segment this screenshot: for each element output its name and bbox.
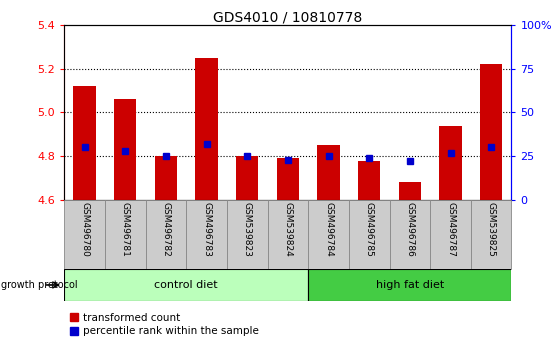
Text: GSM496786: GSM496786 bbox=[405, 202, 414, 257]
Bar bbox=[114, 99, 136, 200]
Bar bbox=[318, 145, 340, 200]
Bar bbox=[227, 200, 268, 269]
Bar bbox=[439, 126, 462, 200]
Bar bbox=[277, 158, 299, 200]
Text: GSM496780: GSM496780 bbox=[80, 202, 89, 257]
Bar bbox=[236, 156, 258, 200]
Bar bbox=[308, 269, 511, 301]
Bar bbox=[105, 200, 145, 269]
Bar bbox=[471, 200, 511, 269]
Bar bbox=[64, 200, 105, 269]
Text: control diet: control diet bbox=[154, 280, 218, 290]
Text: GSM496784: GSM496784 bbox=[324, 202, 333, 257]
Bar bbox=[145, 200, 186, 269]
Bar bbox=[399, 183, 421, 200]
Bar bbox=[430, 200, 471, 269]
Text: GSM539825: GSM539825 bbox=[487, 202, 496, 257]
Bar bbox=[308, 200, 349, 269]
Bar bbox=[480, 64, 503, 200]
Bar bbox=[268, 200, 308, 269]
Bar bbox=[64, 269, 308, 301]
Bar bbox=[196, 58, 218, 200]
Bar bbox=[73, 86, 96, 200]
Bar bbox=[358, 161, 380, 200]
Bar bbox=[155, 156, 177, 200]
Text: GSM496785: GSM496785 bbox=[364, 202, 374, 257]
Text: GDS4010 / 10810778: GDS4010 / 10810778 bbox=[214, 11, 362, 25]
Legend: transformed count, percentile rank within the sample: transformed count, percentile rank withi… bbox=[69, 313, 259, 336]
Text: GSM539823: GSM539823 bbox=[243, 202, 252, 257]
Text: growth protocol: growth protocol bbox=[1, 280, 78, 290]
Text: GSM496783: GSM496783 bbox=[202, 202, 211, 257]
Text: GSM496787: GSM496787 bbox=[446, 202, 455, 257]
Text: GSM539824: GSM539824 bbox=[283, 202, 292, 257]
Text: high fat diet: high fat diet bbox=[376, 280, 444, 290]
Bar bbox=[186, 200, 227, 269]
Bar bbox=[349, 200, 390, 269]
Text: GSM496782: GSM496782 bbox=[162, 202, 170, 257]
Text: GSM496781: GSM496781 bbox=[121, 202, 130, 257]
Bar bbox=[390, 200, 430, 269]
